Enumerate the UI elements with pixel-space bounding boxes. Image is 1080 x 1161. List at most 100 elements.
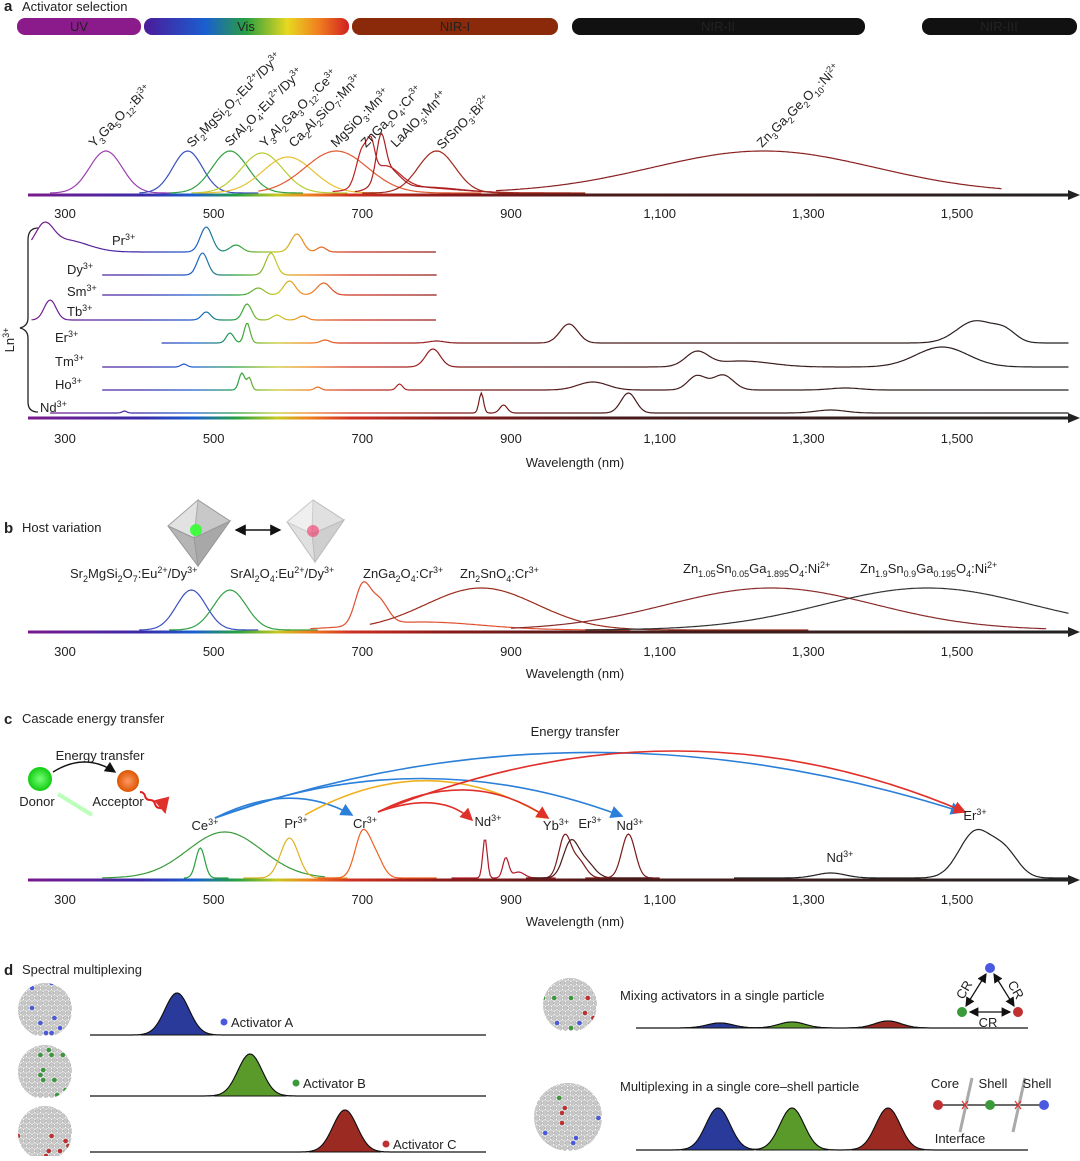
atom <box>553 1083 560 1086</box>
atom <box>37 990 44 996</box>
atom <box>568 985 574 991</box>
atom <box>582 990 588 996</box>
atom <box>592 1120 599 1126</box>
peak <box>140 992 214 1036</box>
spectrum <box>198 156 378 194</box>
atom <box>20 1143 27 1149</box>
spectrum <box>169 150 303 194</box>
atom <box>37 983 44 986</box>
atom <box>32 990 38 996</box>
ion-label: Pr3+ <box>112 232 135 248</box>
atom <box>570 1130 576 1136</box>
atom <box>568 1015 574 1021</box>
atom <box>598 1083 602 1086</box>
atom <box>579 985 585 991</box>
atom <box>32 1000 38 1006</box>
atom <box>18 1148 24 1154</box>
atom <box>23 1128 30 1134</box>
atom <box>579 995 585 1001</box>
atom <box>539 1095 546 1101</box>
atom <box>48 1133 55 1139</box>
atom <box>29 1067 35 1073</box>
atom <box>26 990 32 996</box>
atom <box>65 1045 72 1048</box>
atom <box>18 985 24 991</box>
atom <box>559 1140 565 1146</box>
atom <box>581 1120 588 1126</box>
donor-dot <box>28 767 52 791</box>
atom <box>68 1077 72 1083</box>
atom <box>57 1148 63 1154</box>
atom <box>18 1077 24 1083</box>
atom <box>581 1100 588 1106</box>
atom <box>551 1005 557 1011</box>
atom <box>578 1085 585 1091</box>
phosphor-label: SrSnO3:Bi2+ <box>433 92 496 155</box>
atom <box>29 995 35 1001</box>
atom <box>542 1090 548 1096</box>
spectrum <box>169 589 318 631</box>
particle-grid <box>18 1106 72 1159</box>
atom <box>598 1110 602 1116</box>
atom <box>553 1100 560 1106</box>
atom <box>573 1015 580 1021</box>
atom <box>568 978 574 981</box>
atom <box>548 1110 554 1116</box>
atom <box>51 1067 58 1073</box>
atom <box>32 1133 38 1139</box>
atom <box>592 1090 599 1096</box>
atom <box>557 995 563 1001</box>
atom <box>595 1085 602 1091</box>
atom <box>592 1130 599 1136</box>
atom <box>23 1025 30 1031</box>
atom <box>573 1145 579 1151</box>
spectrum <box>585 833 660 879</box>
atom <box>584 1135 590 1141</box>
atom <box>568 1005 574 1011</box>
atom <box>40 1077 46 1083</box>
atom <box>32 1113 38 1119</box>
atom <box>48 1092 55 1098</box>
peak <box>308 1109 382 1153</box>
atom <box>54 990 60 996</box>
atom <box>534 1110 537 1116</box>
atom <box>68 1138 72 1144</box>
atom <box>595 1105 602 1111</box>
atom <box>587 980 594 986</box>
phosphor-label: Y3Ga5O12:Bi3+ <box>85 81 156 152</box>
atom <box>62 1057 69 1063</box>
ion-label: Nd3+ <box>40 399 67 415</box>
atom <box>595 1125 602 1131</box>
atom <box>51 1128 58 1134</box>
band-bar <box>352 18 558 35</box>
atom <box>534 1085 540 1091</box>
atom <box>18 1113 21 1119</box>
atom <box>48 1143 55 1149</box>
atom <box>545 995 552 1001</box>
atom <box>57 1138 63 1144</box>
atom <box>62 1118 69 1124</box>
atom <box>562 1125 568 1131</box>
atom <box>18 1082 21 1088</box>
atom <box>62 1047 69 1053</box>
atom <box>40 1118 46 1124</box>
inset-label: Acceptor <box>92 794 144 809</box>
atom <box>573 985 580 991</box>
atom <box>60 1143 66 1149</box>
atom <box>65 1030 72 1036</box>
atom <box>60 1072 66 1078</box>
atom <box>26 1062 32 1068</box>
atom <box>551 978 557 981</box>
atom <box>23 1005 30 1011</box>
atom <box>559 1000 566 1006</box>
atom <box>534 1140 537 1146</box>
atom <box>20 1062 27 1068</box>
atom <box>20 1045 27 1048</box>
atom <box>43 1052 49 1058</box>
atom <box>548 1083 554 1086</box>
atom <box>68 1087 72 1093</box>
atom <box>34 1047 41 1053</box>
tick-label: 1,500 <box>941 892 974 907</box>
atom <box>51 1047 58 1053</box>
atom <box>68 1067 72 1073</box>
